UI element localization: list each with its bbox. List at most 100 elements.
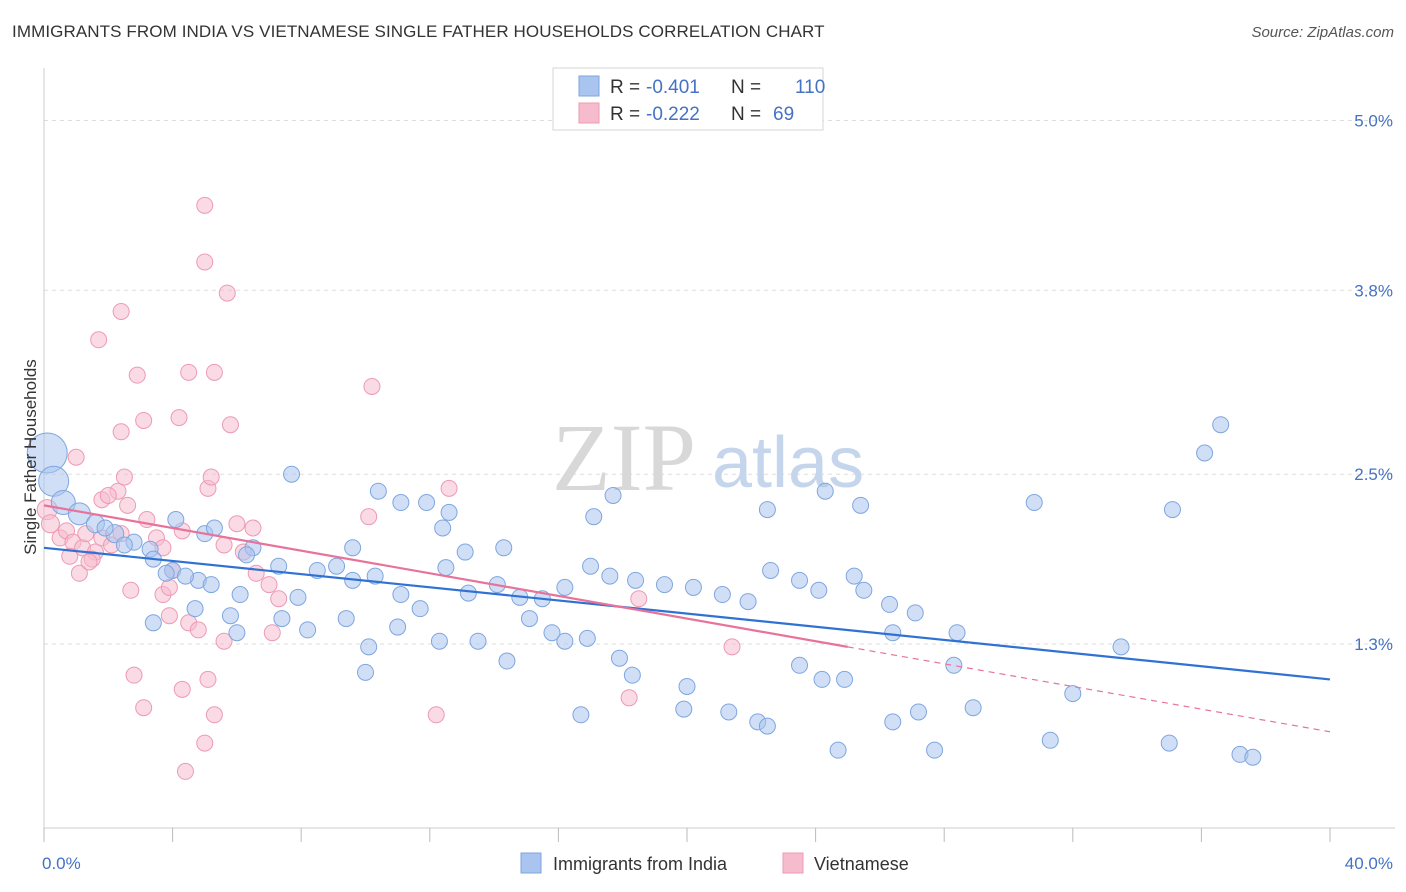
- x-tick-label-max: 40.0%: [1345, 854, 1393, 873]
- india-point: [273, 610, 291, 628]
- india-point: [469, 632, 487, 650]
- vietnamese-point: [215, 632, 233, 650]
- india-point: [115, 536, 133, 554]
- vietnamese-trend-line: [43, 504, 848, 648]
- india-point: [459, 584, 477, 602]
- india-point: [684, 578, 702, 596]
- vietnamese-point: [67, 448, 85, 466]
- vietnamese-point: [170, 409, 188, 427]
- india-point: [299, 621, 317, 639]
- india-point: [739, 593, 757, 611]
- vietnamese-point: [40, 514, 60, 534]
- y-axis-title: Single Father Households: [21, 359, 40, 555]
- india-point: [434, 519, 452, 537]
- vietnamese-point: [228, 515, 246, 533]
- watermark-zip: ZIP: [552, 404, 696, 511]
- india-point: [948, 624, 966, 642]
- india-point: [366, 567, 384, 585]
- india-point: [604, 486, 622, 504]
- legend-n-label-india: N =: [731, 77, 761, 98]
- india-point: [430, 632, 448, 650]
- vietnamese-point: [99, 486, 117, 504]
- india-point: [418, 494, 436, 512]
- legend-swatch-viet: [578, 102, 600, 124]
- india-point: [498, 652, 516, 670]
- india-points: [26, 416, 1262, 766]
- india-point: [610, 649, 628, 667]
- india-point: [543, 624, 561, 642]
- vietnamese-point: [176, 762, 194, 780]
- india-point: [344, 539, 362, 557]
- bottom-legend-swatch-viet: [782, 852, 804, 874]
- vietnamese-point: [218, 284, 236, 302]
- india-point: [585, 508, 603, 526]
- india-point: [758, 717, 776, 735]
- vietnamese-point: [125, 666, 143, 684]
- india-point: [578, 629, 596, 647]
- india-point: [389, 618, 407, 636]
- legend-r-label-india: R =: [610, 77, 640, 98]
- watermark-atlas: atlas: [712, 423, 864, 503]
- watermark: ZIP atlas: [552, 404, 864, 511]
- y-tick-label: 5.0%: [1354, 111, 1393, 130]
- india-point: [238, 546, 256, 564]
- vietnamese-point: [115, 468, 133, 486]
- india-point: [836, 670, 854, 688]
- india-point: [440, 503, 458, 521]
- india-point: [1064, 685, 1082, 703]
- bottom-legend: Immigrants from India Vietnamese: [520, 852, 909, 874]
- india-point: [369, 482, 387, 500]
- y-tick-label: 1.3%: [1354, 635, 1393, 654]
- india-point: [791, 656, 809, 674]
- legend-n-value-india: 110: [795, 77, 825, 98]
- india-point: [1196, 444, 1214, 462]
- india-point: [167, 511, 185, 529]
- india-point: [495, 539, 513, 557]
- vietnamese-point: [244, 519, 262, 537]
- vietnamese-point: [196, 253, 214, 271]
- vietnamese-point: [196, 734, 214, 752]
- vietnamese-point: [363, 377, 381, 395]
- vietnamese-point: [173, 680, 191, 698]
- india-point: [157, 564, 175, 582]
- vietnamese-point: [119, 496, 137, 514]
- legend-r-value-india: -0.401: [646, 77, 700, 98]
- india-point: [855, 581, 873, 599]
- india-point: [627, 571, 645, 589]
- india-point: [829, 741, 847, 759]
- india-point: [810, 581, 828, 599]
- y-tick-labels: 1.3% 2.5% 3.8% 5.0%: [1354, 111, 1393, 654]
- vietnamese-point: [128, 366, 146, 384]
- india-trend-line: [43, 546, 1331, 681]
- india-point: [906, 604, 924, 622]
- legend-n-value-viet: 69: [773, 104, 794, 125]
- vietnamese-point: [160, 607, 178, 625]
- india-point: [762, 561, 780, 579]
- chart-title: IMMIGRANTS FROM INDIA VS VIETNAMESE SING…: [12, 22, 825, 41]
- india-point: [1112, 638, 1130, 656]
- india-point: [758, 501, 776, 519]
- india-point: [1041, 731, 1059, 749]
- vietnamese-point: [221, 416, 239, 434]
- vietnamese-point: [620, 689, 638, 707]
- india-point: [713, 586, 731, 604]
- india-point: [572, 706, 590, 724]
- india-point: [675, 700, 693, 718]
- india-point: [283, 465, 301, 483]
- vietnamese-point: [196, 196, 214, 214]
- india-point: [556, 632, 574, 650]
- vietnamese-point: [440, 479, 458, 497]
- legend-r-label-viet: R =: [610, 104, 640, 125]
- india-point: [964, 699, 982, 717]
- vietnamese-point: [199, 670, 217, 688]
- india-point: [1163, 501, 1181, 519]
- bottom-legend-swatch-india: [520, 852, 542, 874]
- india-point: [520, 610, 538, 628]
- y-tick-label: 3.8%: [1354, 281, 1393, 300]
- india-point: [231, 586, 249, 604]
- india-point: [884, 624, 902, 642]
- legend-r-value-viet: -0.222: [646, 104, 700, 125]
- vietnamese-point: [247, 564, 265, 582]
- india-point: [852, 496, 870, 514]
